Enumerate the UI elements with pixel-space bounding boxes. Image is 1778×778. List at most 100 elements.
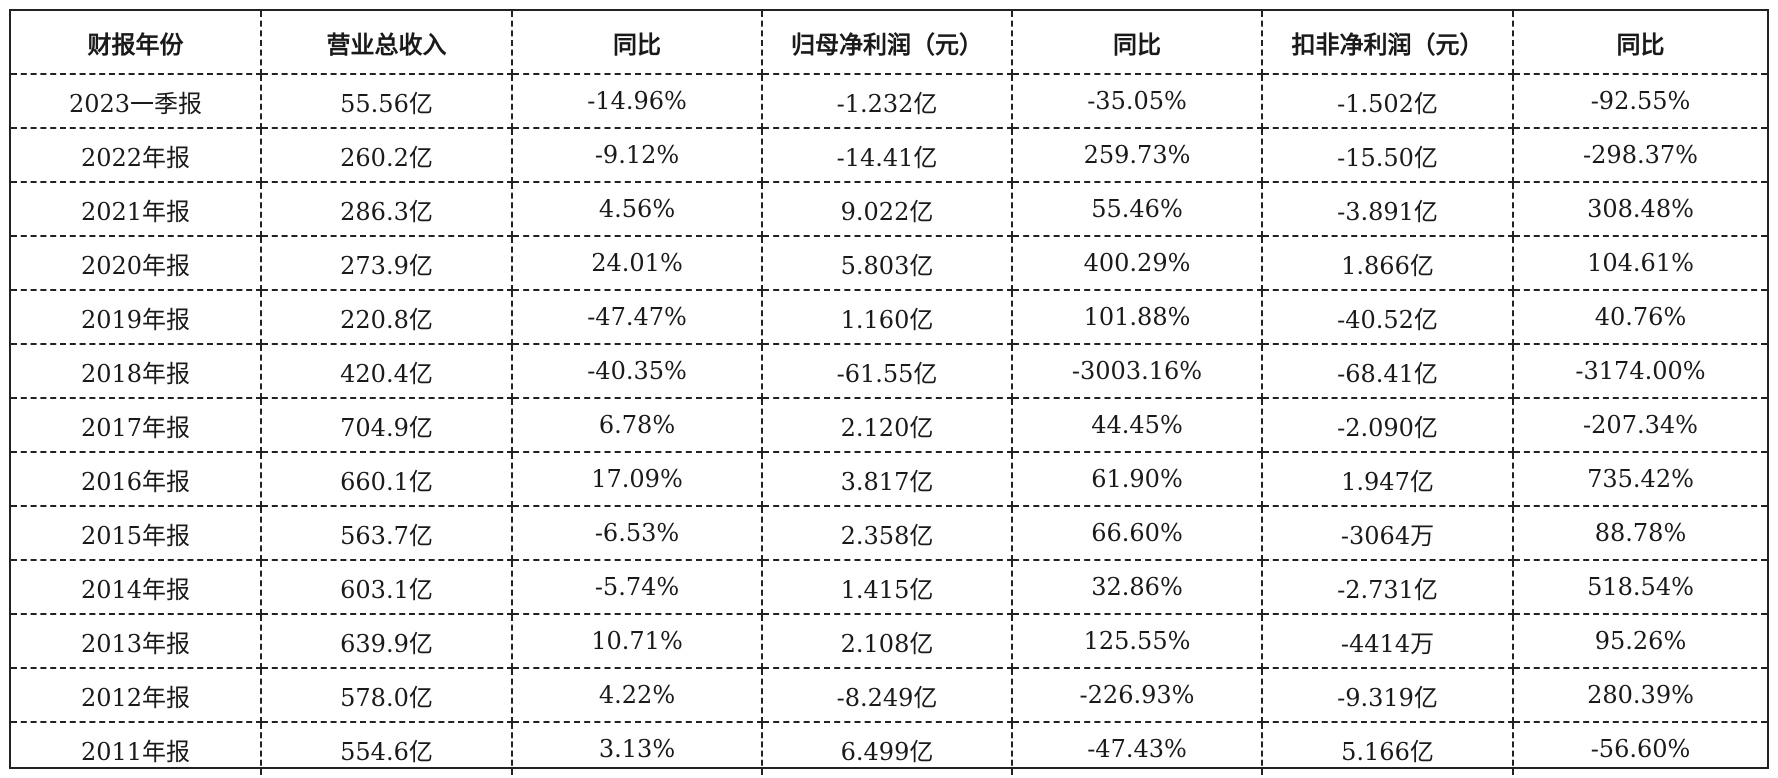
cell-deducted-net-profit: -2.731亿 (1262, 560, 1514, 615)
cell-revenue-yoy: 4.22% (512, 668, 763, 723)
cell-deducted-profit-yoy: 280.39% (1513, 668, 1767, 723)
cell-deducted-profit-yoy: 95.26% (1513, 614, 1767, 669)
cell-net-profit-yoy: 66.60% (1012, 506, 1263, 561)
cell-deducted-net-profit: -15.50亿 (1262, 128, 1514, 183)
cell-deducted-net-profit: -4414万 (1262, 614, 1514, 669)
table-row: 2021年报 286.3亿 4.56% 9.022亿 55.46% -3.891亿 308.… (11, 182, 1767, 237)
cell-deducted-net-profit: -3064万 (1262, 506, 1514, 561)
cell-total-revenue: 260.2亿 (261, 128, 513, 183)
cell-report-period: 2012年报 (11, 668, 262, 723)
cell-revenue-yoy: 10.71% (512, 614, 763, 669)
cell-deducted-net-profit: 1.947亿 (1262, 452, 1514, 507)
header-net-profit-parent: 归母净利润（元） (762, 11, 1013, 75)
cell-net-profit-yoy: -35.05% (1012, 74, 1263, 129)
cell-deducted-profit-yoy: 308.48% (1513, 182, 1767, 237)
cell-net-profit-parent: -61.55亿 (762, 344, 1013, 399)
cell-net-profit-yoy: 32.86% (1012, 560, 1263, 615)
cell-net-profit-yoy: -3003.16% (1012, 344, 1263, 399)
cell-total-revenue: 563.7亿 (261, 506, 513, 561)
cell-total-revenue: 420.4亿 (261, 344, 513, 399)
cell-net-profit-yoy: 44.45% (1012, 398, 1263, 453)
cell-report-period: 2020年报 (11, 236, 262, 291)
table-row: 2012年报 578.0亿 4.22% -8.249亿 -226.93% -9.319亿 2… (11, 668, 1767, 723)
cell-deducted-profit-yoy: 104.61% (1513, 236, 1767, 291)
cell-net-profit-yoy: 61.90% (1012, 452, 1263, 507)
cell-deducted-net-profit: 5.166亿 (1262, 722, 1514, 775)
header-revenue-yoy: 同比 (512, 11, 763, 75)
table-header: 财报年份 营业总收入 同比 归母净利润（元） 同比 扣非净利润（元） 同比 (11, 11, 1767, 75)
header-net-profit-yoy: 同比 (1012, 11, 1263, 75)
cell-deducted-net-profit: -3.891亿 (1262, 182, 1514, 237)
cell-report-period: 2017年报 (11, 398, 262, 453)
cell-net-profit-parent: -8.249亿 (762, 668, 1013, 723)
table-body: 2023一季报 55.56亿 -14.96% -1.232亿 -35.05% -1.502… (11, 74, 1767, 775)
cell-net-profit-parent: -14.41亿 (762, 128, 1013, 183)
cell-revenue-yoy: 4.56% (512, 182, 763, 237)
cell-net-profit-yoy: 125.55% (1012, 614, 1263, 669)
cell-net-profit-parent: 3.817亿 (762, 452, 1013, 507)
cell-report-period: 2011年报 (11, 722, 262, 775)
cell-deducted-net-profit: -2.090亿 (1262, 398, 1514, 453)
cell-revenue-yoy: 6.78% (512, 398, 763, 453)
cell-deducted-profit-yoy: -3174.00% (1513, 344, 1767, 399)
cell-net-profit-parent: 2.108亿 (762, 614, 1013, 669)
cell-total-revenue: 554.6亿 (261, 722, 513, 775)
cell-net-profit-yoy: 259.73% (1012, 128, 1263, 183)
cell-report-period: 2022年报 (11, 128, 262, 183)
header-total-revenue: 营业总收入 (261, 11, 513, 75)
cell-net-profit-parent: -1.232亿 (762, 74, 1013, 129)
table-row: 2014年报 603.1亿 -5.74% 1.415亿 32.86% -2.731亿 518… (11, 560, 1767, 615)
cell-revenue-yoy: 3.13% (512, 722, 763, 775)
cell-net-profit-yoy: 400.29% (1012, 236, 1263, 291)
cell-net-profit-parent: 9.022亿 (762, 182, 1013, 237)
cell-revenue-yoy: -9.12% (512, 128, 763, 183)
cell-report-period: 2013年报 (11, 614, 262, 669)
cell-report-period: 2015年报 (11, 506, 262, 561)
cell-total-revenue: 660.1亿 (261, 452, 513, 507)
cell-deducted-profit-yoy: 735.42% (1513, 452, 1767, 507)
cell-report-period: 2023一季报 (11, 74, 262, 129)
cell-revenue-yoy: 24.01% (512, 236, 763, 291)
cell-net-profit-yoy: -226.93% (1012, 668, 1263, 723)
table-row: 2017年报 704.9亿 6.78% 2.120亿 44.45% -2.090亿 -207… (11, 398, 1767, 453)
cell-deducted-net-profit: -40.52亿 (1262, 290, 1514, 345)
cell-report-period: 2016年报 (11, 452, 262, 507)
cell-total-revenue: 286.3亿 (261, 182, 513, 237)
cell-total-revenue: 603.1亿 (261, 560, 513, 615)
header-deducted-net-profit: 扣非净利润（元） (1262, 11, 1514, 75)
cell-net-profit-parent: 5.803亿 (762, 236, 1013, 291)
cell-revenue-yoy: -5.74% (512, 560, 763, 615)
table-row: 2015年报 563.7亿 -6.53% 2.358亿 66.60% -3064万 88.7… (11, 506, 1767, 561)
cell-total-revenue: 273.9亿 (261, 236, 513, 291)
cell-deducted-profit-yoy: -92.55% (1513, 74, 1767, 129)
cell-net-profit-yoy: -47.43% (1012, 722, 1263, 775)
cell-revenue-yoy: -6.53% (512, 506, 763, 561)
cell-total-revenue: 220.8亿 (261, 290, 513, 345)
cell-revenue-yoy: 17.09% (512, 452, 763, 507)
cell-report-period: 2021年报 (11, 182, 262, 237)
cell-total-revenue: 55.56亿 (261, 74, 513, 129)
cell-total-revenue: 704.9亿 (261, 398, 513, 453)
cell-total-revenue: 578.0亿 (261, 668, 513, 723)
cell-net-profit-parent: 1.415亿 (762, 560, 1013, 615)
cell-net-profit-parent: 1.160亿 (762, 290, 1013, 345)
cell-revenue-yoy: -40.35% (512, 344, 763, 399)
table-row: 2011年报 554.6亿 3.13% 6.499亿 -47.43% 5.166亿 -56.… (11, 722, 1767, 775)
cell-deducted-net-profit: -68.41亿 (1262, 344, 1514, 399)
header-report-period: 财报年份 (11, 11, 262, 75)
table-row: 2022年报 260.2亿 -9.12% -14.41亿 259.73% -15.50亿 -… (11, 128, 1767, 183)
table-row: 2019年报 220.8亿 -47.47% 1.160亿 101.88% -40.52亿 4… (11, 290, 1767, 345)
table-row: 2018年报 420.4亿 -40.35% -61.55亿 -3003.16% -68.4… (11, 344, 1767, 399)
cell-net-profit-parent: 6.499亿 (762, 722, 1013, 775)
cell-deducted-profit-yoy: -298.37% (1513, 128, 1767, 183)
cell-net-profit-yoy: 55.46% (1012, 182, 1263, 237)
table-row: 2016年报 660.1亿 17.09% 3.817亿 61.90% 1.947亿 735.… (11, 452, 1767, 507)
cell-net-profit-parent: 2.358亿 (762, 506, 1013, 561)
cell-deducted-net-profit: -1.502亿 (1262, 74, 1514, 129)
cell-deducted-profit-yoy: -207.34% (1513, 398, 1767, 453)
cell-revenue-yoy: -14.96% (512, 74, 763, 129)
cell-net-profit-yoy: 101.88% (1012, 290, 1263, 345)
cell-revenue-yoy: -47.47% (512, 290, 763, 345)
cell-deducted-profit-yoy: 518.54% (1513, 560, 1767, 615)
cell-deducted-profit-yoy: 88.78% (1513, 506, 1767, 561)
